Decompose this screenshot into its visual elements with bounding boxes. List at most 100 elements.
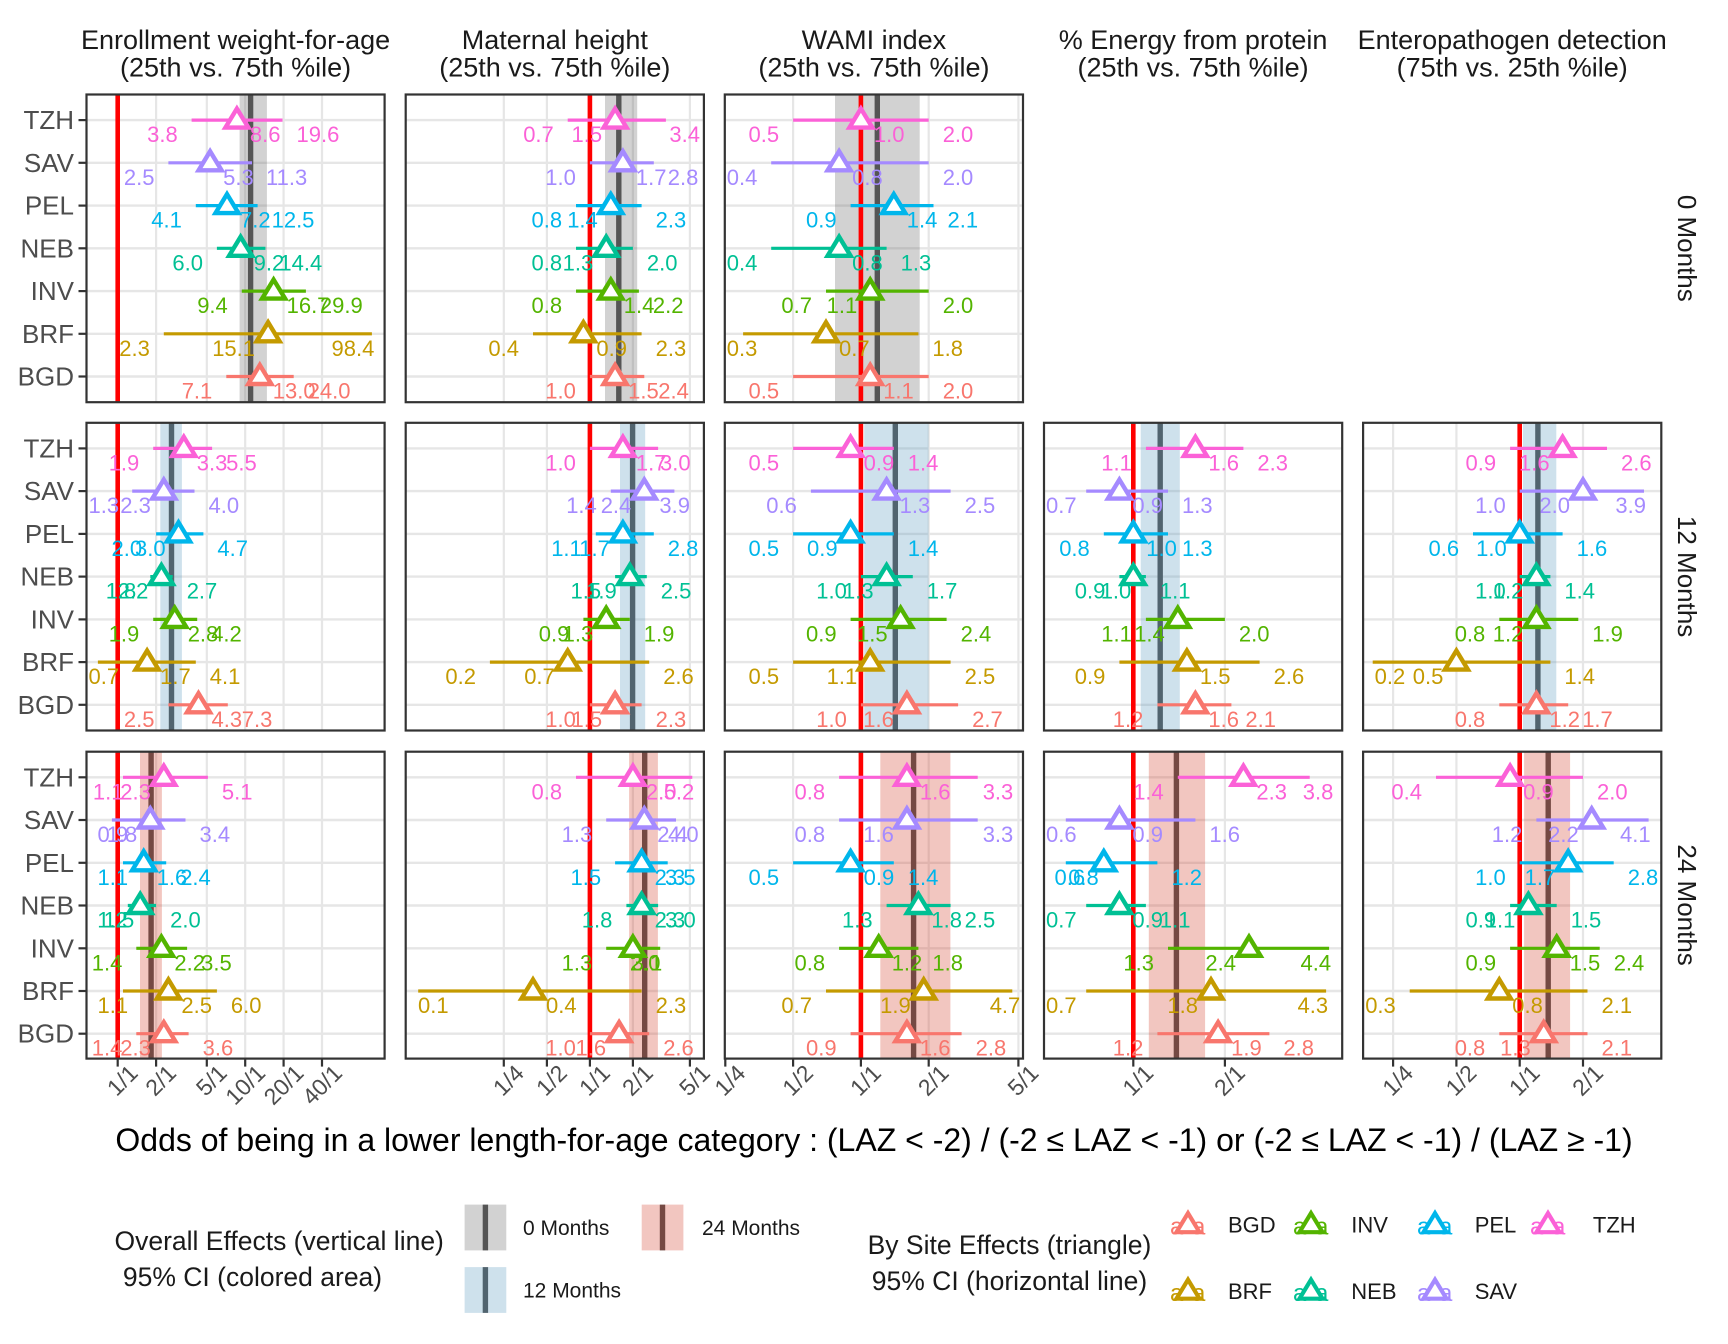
svg-text:2.3: 2.3 bbox=[655, 908, 686, 933]
svg-text:4.4: 4.4 bbox=[1301, 950, 1332, 975]
svg-text:1.8: 1.8 bbox=[107, 822, 138, 847]
svg-text:2.8: 2.8 bbox=[1283, 1036, 1314, 1061]
svg-text:1.3: 1.3 bbox=[562, 822, 593, 847]
svg-text:1.8: 1.8 bbox=[106, 579, 137, 604]
svg-text:(75th vs. 25th %ile): (75th vs. 25th %ile) bbox=[1397, 53, 1628, 83]
svg-text:2.3: 2.3 bbox=[120, 779, 151, 804]
svg-text:0.5: 0.5 bbox=[749, 536, 780, 561]
svg-text:1.4: 1.4 bbox=[907, 208, 938, 233]
svg-text:1.8: 1.8 bbox=[1167, 993, 1198, 1018]
svg-text:2.0: 2.0 bbox=[943, 379, 974, 404]
svg-text:5.5: 5.5 bbox=[226, 450, 257, 475]
svg-text:7.1: 7.1 bbox=[182, 379, 213, 404]
svg-text:0.5: 0.5 bbox=[749, 379, 780, 404]
svg-text:TZH: TZH bbox=[1593, 1213, 1636, 1238]
svg-text:0.8: 0.8 bbox=[1455, 1036, 1486, 1061]
svg-text:2.2: 2.2 bbox=[653, 293, 684, 318]
svg-text:1.1: 1.1 bbox=[98, 865, 129, 890]
svg-text:2.1: 2.1 bbox=[1602, 993, 1633, 1018]
svg-text:INV: INV bbox=[31, 276, 75, 306]
svg-text:3.5: 3.5 bbox=[201, 950, 232, 975]
svg-text:1.2: 1.2 bbox=[1492, 822, 1523, 847]
svg-text:1.6: 1.6 bbox=[1577, 536, 1608, 561]
svg-text:1.0: 1.0 bbox=[1101, 579, 1132, 604]
svg-text:2.3: 2.3 bbox=[655, 865, 686, 890]
svg-text:2.0: 2.0 bbox=[1539, 493, 1570, 518]
svg-text:1.8: 1.8 bbox=[582, 908, 613, 933]
svg-text:By Site Effects (triangle): By Site Effects (triangle) bbox=[868, 1230, 1152, 1260]
svg-text:1.7: 1.7 bbox=[636, 450, 667, 475]
svg-text:0.5: 0.5 bbox=[1413, 664, 1444, 689]
svg-text:19.6: 19.6 bbox=[297, 122, 340, 147]
svg-text:2.0: 2.0 bbox=[1597, 779, 1628, 804]
svg-text:1.6: 1.6 bbox=[157, 865, 188, 890]
svg-text:2.2: 2.2 bbox=[1548, 822, 1579, 847]
svg-text:7.3: 7.3 bbox=[242, 707, 273, 732]
svg-text:0.7: 0.7 bbox=[523, 122, 554, 147]
svg-text:Enrollment weight-for-age: Enrollment weight-for-age bbox=[81, 25, 390, 55]
svg-text:2.3: 2.3 bbox=[656, 208, 687, 233]
svg-text:1.6: 1.6 bbox=[1208, 450, 1239, 475]
svg-text:0.7: 0.7 bbox=[1046, 993, 1077, 1018]
svg-text:15.1: 15.1 bbox=[212, 336, 255, 361]
svg-text:1.6: 1.6 bbox=[920, 1036, 951, 1061]
svg-text:16.7: 16.7 bbox=[287, 293, 330, 318]
svg-text:1.6: 1.6 bbox=[1209, 822, 1240, 847]
svg-text:1.7: 1.7 bbox=[579, 536, 610, 561]
svg-text:1.7: 1.7 bbox=[1582, 707, 1613, 732]
svg-text:0.8: 0.8 bbox=[532, 293, 563, 318]
svg-text:2.1: 2.1 bbox=[1245, 707, 1276, 732]
svg-text:0.7: 0.7 bbox=[781, 993, 812, 1018]
svg-text:2.0: 2.0 bbox=[630, 950, 661, 975]
svg-text:1.0: 1.0 bbox=[545, 450, 576, 475]
svg-text:NEB: NEB bbox=[21, 233, 74, 263]
svg-text:1.2: 1.2 bbox=[1113, 707, 1144, 732]
svg-text:0.9: 0.9 bbox=[807, 536, 838, 561]
svg-text:1.3: 1.3 bbox=[1182, 536, 1213, 561]
svg-text:95% CI (horizontal line): 95% CI (horizontal line) bbox=[872, 1266, 1147, 1296]
svg-text:1.3: 1.3 bbox=[901, 250, 932, 275]
svg-text:BRF: BRF bbox=[22, 976, 74, 1006]
svg-text:0.2: 0.2 bbox=[1375, 664, 1406, 689]
svg-text:1.7: 1.7 bbox=[1525, 865, 1556, 890]
svg-text:1.9: 1.9 bbox=[1231, 1036, 1262, 1061]
svg-text:1.9: 1.9 bbox=[1592, 621, 1623, 646]
svg-text:2.8: 2.8 bbox=[668, 165, 699, 190]
svg-text:0.8: 0.8 bbox=[795, 822, 826, 847]
svg-text:0.7: 0.7 bbox=[781, 293, 812, 318]
svg-text:0.6: 0.6 bbox=[766, 493, 797, 518]
svg-text:24 Months: 24 Months bbox=[1672, 844, 1702, 965]
svg-text:1.5: 1.5 bbox=[571, 865, 602, 890]
svg-text:INV: INV bbox=[1351, 1213, 1388, 1238]
svg-text:6.0: 6.0 bbox=[231, 993, 262, 1018]
svg-text:8.6: 8.6 bbox=[250, 122, 281, 147]
svg-text:0.7: 0.7 bbox=[524, 664, 555, 689]
svg-text:14.4: 14.4 bbox=[279, 250, 322, 275]
svg-text:2.3: 2.3 bbox=[119, 336, 150, 361]
svg-text:5.1: 5.1 bbox=[222, 779, 253, 804]
svg-text:Enteropathogen detection: Enteropathogen detection bbox=[1358, 25, 1667, 55]
svg-text:12 Months: 12 Months bbox=[1672, 516, 1702, 637]
svg-text:1.9: 1.9 bbox=[880, 993, 911, 1018]
svg-text:2.7: 2.7 bbox=[972, 707, 1003, 732]
svg-text:1.4: 1.4 bbox=[1564, 579, 1595, 604]
svg-text:SAV: SAV bbox=[1475, 1279, 1518, 1304]
svg-text:1.2: 1.2 bbox=[1549, 707, 1580, 732]
svg-text:1.8: 1.8 bbox=[932, 336, 963, 361]
svg-text:1.3: 1.3 bbox=[562, 950, 593, 975]
svg-text:3.8: 3.8 bbox=[1303, 779, 1334, 804]
svg-text:0.9: 0.9 bbox=[1466, 950, 1497, 975]
svg-text:1.2: 1.2 bbox=[1493, 579, 1524, 604]
svg-text:0.1: 0.1 bbox=[418, 993, 449, 1018]
svg-text:WAMI index: WAMI index bbox=[802, 25, 947, 55]
svg-text:INV: INV bbox=[31, 933, 75, 963]
svg-text:Odds of being in a lower lengt: Odds of being in a lower length-for-age … bbox=[115, 1122, 1632, 1158]
svg-text:1.1: 1.1 bbox=[551, 536, 582, 561]
svg-text:1.6: 1.6 bbox=[1208, 707, 1239, 732]
svg-text:1.5: 1.5 bbox=[1571, 908, 1602, 933]
svg-text:2.5: 2.5 bbox=[965, 493, 996, 518]
svg-text:3.3: 3.3 bbox=[983, 822, 1014, 847]
svg-text:BRF: BRF bbox=[22, 647, 74, 677]
svg-text:2.0: 2.0 bbox=[943, 165, 974, 190]
svg-text:0.9: 0.9 bbox=[1132, 493, 1163, 518]
